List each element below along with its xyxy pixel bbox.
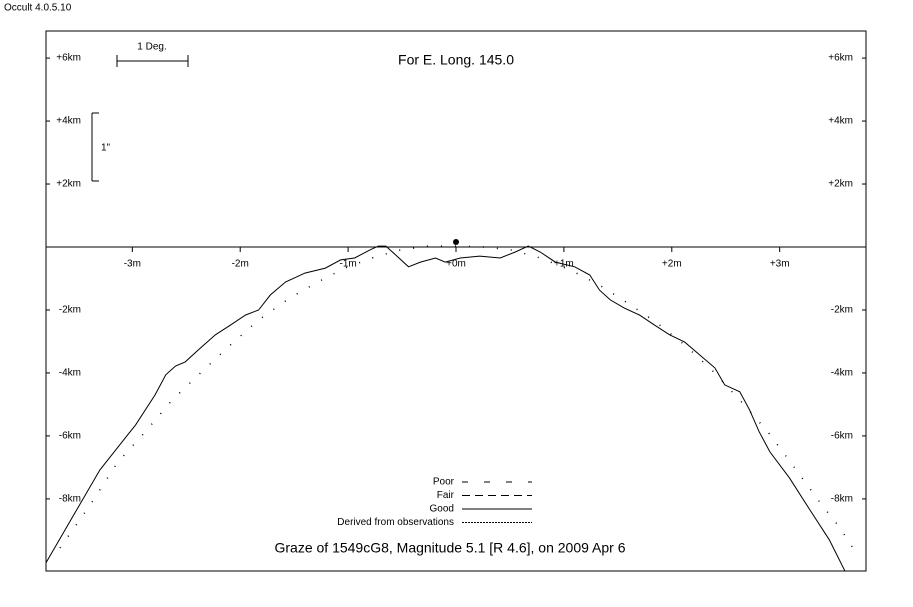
scale-label: 1 Deg. bbox=[137, 42, 166, 53]
x-tick-label: -2m bbox=[232, 259, 249, 270]
dotted-profile bbox=[59, 245, 855, 551]
y-tick-label: +4km bbox=[828, 116, 853, 127]
app-title: Occult 4.0.5.10 bbox=[4, 3, 72, 14]
solid-profile bbox=[46, 245, 846, 571]
chart-subtitle: Graze of 1549cG8, Magnitude 5.1 [R 4.6],… bbox=[274, 540, 625, 556]
y-tick-label: -8km bbox=[831, 494, 853, 505]
x-tick-label: +2m bbox=[662, 259, 682, 270]
y-tick-label: -6km bbox=[831, 431, 853, 442]
y-tick-label: +6km bbox=[56, 53, 81, 64]
plot-area bbox=[46, 245, 855, 571]
y-tick-label: -4km bbox=[59, 368, 81, 379]
x-tick-label: +0m bbox=[446, 259, 466, 270]
legend-label: Derived from observations bbox=[337, 517, 454, 528]
y-tick-label: +6km bbox=[828, 53, 853, 64]
chart-title: For E. Long. 145.0 bbox=[398, 52, 514, 68]
y-tick-label: -2km bbox=[59, 305, 81, 316]
y-tick-label: -2km bbox=[831, 305, 853, 316]
x-tick-label: +1m bbox=[554, 259, 574, 270]
y-tick-label: -4km bbox=[831, 368, 853, 379]
legend-label: Poor bbox=[433, 477, 455, 488]
y-tick-label: +2km bbox=[56, 179, 81, 190]
x-tick-label: +3m bbox=[770, 259, 790, 270]
x-tick-label: -3m bbox=[124, 259, 141, 270]
y-tick-label: -8km bbox=[59, 494, 81, 505]
legend-label: Fair bbox=[437, 490, 455, 501]
star-point bbox=[453, 238, 459, 245]
scale-bars bbox=[91, 55, 189, 182]
scale-label: 1" bbox=[101, 143, 111, 154]
y-tick-label: +4km bbox=[56, 116, 81, 127]
y-tick-label: +2km bbox=[828, 179, 853, 190]
x-tick-label: -1m bbox=[339, 259, 356, 270]
plot-frame bbox=[45, 30, 867, 572]
legend-label: Good bbox=[430, 504, 454, 515]
y-tick-label: -6km bbox=[59, 431, 81, 442]
